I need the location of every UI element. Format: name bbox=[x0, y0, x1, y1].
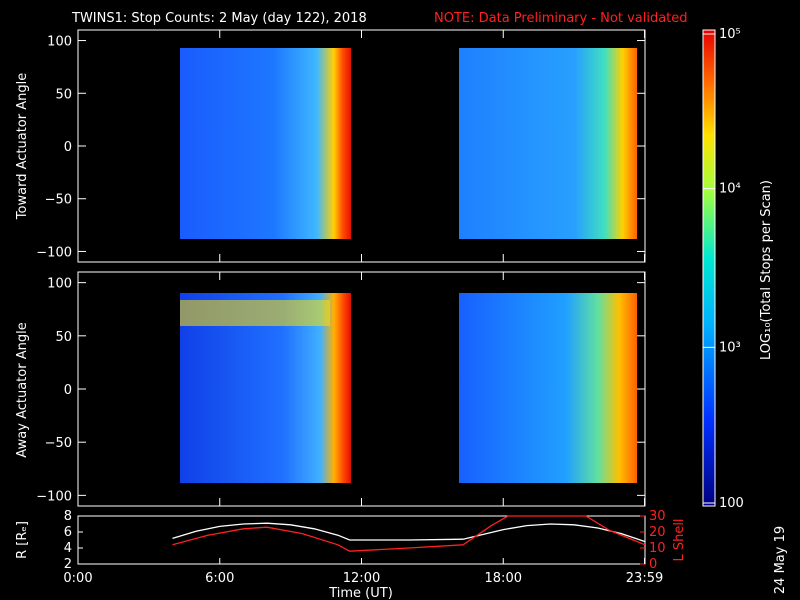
y-tick-label: 100 bbox=[47, 35, 72, 50]
x-tick-label: 0:00 bbox=[63, 571, 92, 586]
y-tick-label: −100 bbox=[36, 489, 72, 504]
heatmap-block-2 bbox=[459, 293, 637, 483]
colorbar-tick-label: 100 bbox=[719, 496, 744, 511]
heatmap-block-1 bbox=[180, 48, 351, 239]
y-tick-label: 0 bbox=[64, 140, 72, 155]
colorbar-tick-label: 10³ bbox=[719, 340, 741, 355]
colorbar-tick-label: 10⁵ bbox=[719, 27, 741, 42]
l-shell-line bbox=[172, 515, 646, 552]
colorbar-scale bbox=[702, 29, 716, 507]
date-stamp: 24 May 19 bbox=[773, 526, 788, 594]
right-y-tick-label: 10 bbox=[649, 541, 666, 556]
y-tick-label: 50 bbox=[55, 330, 72, 345]
x-axis-label: Time (UT) bbox=[328, 586, 393, 600]
r-line bbox=[172, 522, 646, 543]
preliminary-note: NOTE: Data Preliminary - Not validated bbox=[434, 11, 688, 26]
right-y-tick-label: 30 bbox=[649, 509, 666, 524]
x-tick-label: 18:00 bbox=[485, 571, 522, 586]
y-tick-label: −50 bbox=[45, 193, 72, 208]
right-y-tick-label: 0 bbox=[649, 557, 657, 572]
left-y-tick-label: 4 bbox=[64, 541, 72, 556]
toward-angle-panel: Toward Actuator Angle 100 50 0 −50 −100 bbox=[15, 29, 646, 263]
colorbar-label: LOG₁₀(Total Stops per Scan) bbox=[759, 180, 774, 360]
left-y-tick-label: 2 bbox=[64, 557, 72, 572]
away-angle-panel: Away Actuator Angle 100 50 0 −50 −100 bbox=[15, 271, 646, 507]
x-tick-label: 23:59 bbox=[626, 571, 663, 586]
y-tick-label: 100 bbox=[47, 277, 72, 292]
heatmap-block-2 bbox=[459, 48, 637, 239]
heatmap-band-high-angle bbox=[180, 300, 330, 326]
colorbar: LOG₁₀(Total Stops per Scan) 10⁵ 10⁴ 10³ 100 bbox=[702, 27, 774, 511]
right-axis-label: L Shell bbox=[672, 518, 687, 561]
chart-title: TWINS1: Stop Counts: 2 May (day 122), 20… bbox=[71, 11, 367, 26]
x-tick-label: 6:00 bbox=[205, 571, 234, 586]
y-tick-label: 50 bbox=[55, 87, 72, 102]
y-tick-label: −100 bbox=[36, 245, 72, 260]
y-tick-label: −50 bbox=[45, 436, 72, 451]
y-axis-label: Toward Actuator Angle bbox=[15, 73, 30, 220]
left-axis-label: R [Rₑ] bbox=[15, 521, 30, 559]
x-tick-label: 12:00 bbox=[343, 571, 380, 586]
colorbar-tick-label: 10⁴ bbox=[719, 182, 741, 197]
left-y-tick-label: 8 bbox=[64, 509, 72, 524]
left-y-tick-label: 6 bbox=[64, 525, 72, 540]
right-y-tick-label: 20 bbox=[649, 525, 666, 540]
y-tick-label: 0 bbox=[64, 383, 72, 398]
y-axis-label: Away Actuator Angle bbox=[15, 322, 30, 457]
